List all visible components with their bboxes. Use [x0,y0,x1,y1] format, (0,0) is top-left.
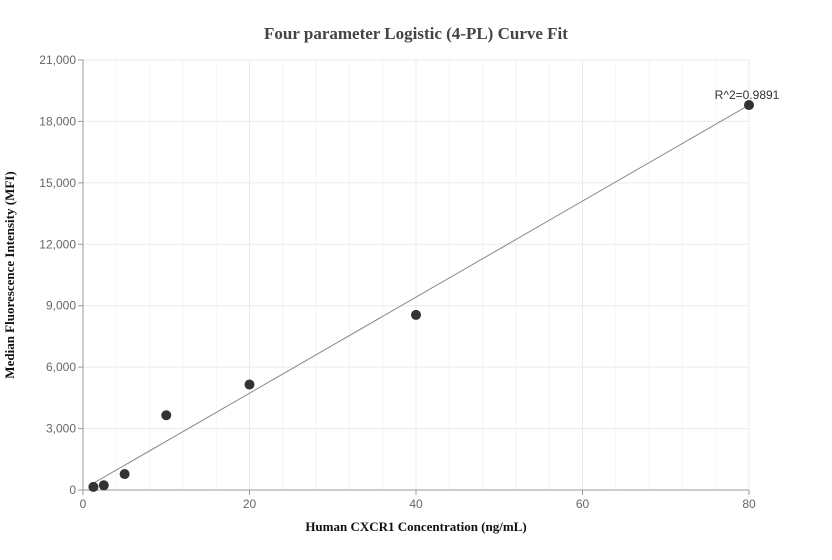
r-squared-annotation: R^2=0.9891 [715,88,780,102]
x-tick-label: 80 [742,497,756,511]
y-tick-label: 0 [69,483,76,497]
y-axis-ticks: 0 3,000 6,000 9,000 12,000 15,000 18,000 21,000 [39,53,83,497]
x-axis-ticks: 0 20 40 60 80 [80,490,756,511]
y-tick-label: 18,000 [39,114,76,128]
fit-line [93,104,750,484]
x-tick-label: 0 [80,497,87,511]
x-axis-title: Human CXCR1 Concentration (ng/mL) [305,519,526,534]
chart-title: Four parameter Logistic (4-PL) Curve Fit [264,24,568,43]
data-point [411,309,421,320]
y-axis-title: Median Fluorescence Intensity (MFI) [2,171,17,378]
minor-grid [115,60,717,490]
data-points [88,100,754,492]
data-point [98,480,109,491]
y-tick-label: 15,000 [39,176,76,190]
y-tick-label: 3,000 [46,422,76,436]
y-tick-label: 6,000 [46,360,76,374]
data-point [161,410,172,421]
data-point [88,481,99,492]
x-tick-label: 20 [243,497,257,511]
y-tick-label: 21,000 [39,53,76,67]
x-tick-label: 40 [409,497,423,511]
fit-line-layer [93,104,750,484]
data-point [119,469,130,480]
data-point [744,100,754,111]
data-point [244,379,255,390]
y-tick-label: 12,000 [39,237,76,251]
y-tick-label: 9,000 [46,299,76,313]
x-tick-label: 60 [576,497,590,511]
